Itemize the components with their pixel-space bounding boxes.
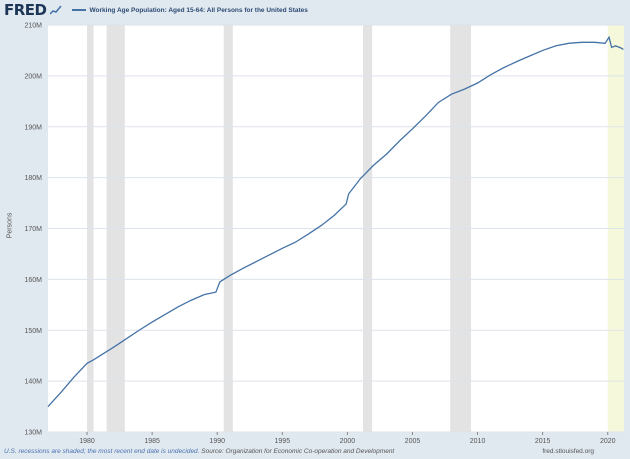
x-tick-label: 2000 (340, 438, 356, 445)
y-axis-ticks: 130M 140M 150M 160M 170M 180M 190M 200M 210M (24, 23, 42, 437)
y-tick-label: 160M (24, 277, 42, 284)
y-tick-label: 140M (24, 379, 42, 386)
y-tick-label: 130M (24, 430, 42, 437)
site-credit[interactable]: fred.stlouisfed.org (542, 448, 594, 455)
gridlines (48, 24, 624, 433)
fred-logo: FRED (4, 1, 47, 19)
x-tick-label: 1995 (275, 438, 291, 445)
y-tick-label: 180M (24, 175, 42, 182)
y-tick-label: 210M (24, 23, 42, 30)
legend-label: Working Age Population: Aged 15-64: All … (89, 6, 308, 14)
source-note: Source: Organization for Economic Co-ope… (201, 448, 395, 455)
y-tick-label: 170M (24, 226, 42, 233)
chart-header: FRED Working Age Population: Aged 15-64:… (0, 0, 630, 20)
x-tick-label: 1980 (79, 438, 95, 445)
chart-legend[interactable]: Working Age Population: Aged 15-64: All … (71, 6, 308, 14)
fred-logo-graph-icon (49, 5, 62, 15)
y-tick-label: 190M (24, 124, 42, 131)
x-tick-label: 2005 (405, 438, 421, 445)
x-tick-label: 1990 (209, 438, 225, 445)
x-tick-label: 1985 (144, 438, 160, 445)
series-line (47, 35, 624, 407)
x-tick-label: 2015 (535, 438, 551, 445)
legend-swatch (71, 9, 86, 11)
x-tick-label: 2020 (600, 438, 616, 445)
y-tick-label: 150M (24, 328, 42, 335)
x-axis-ticks: 1980 1985 1990 1995 2000 2005 2010 2015 2020 (79, 432, 616, 445)
x-tick-label: 2010 (470, 438, 486, 445)
y-tick-label: 200M (24, 73, 42, 80)
footer-note: U.S. recessions are shaded; the most rec… (4, 448, 394, 455)
recession-note: U.S. recessions are shaded; the most rec… (4, 448, 200, 455)
